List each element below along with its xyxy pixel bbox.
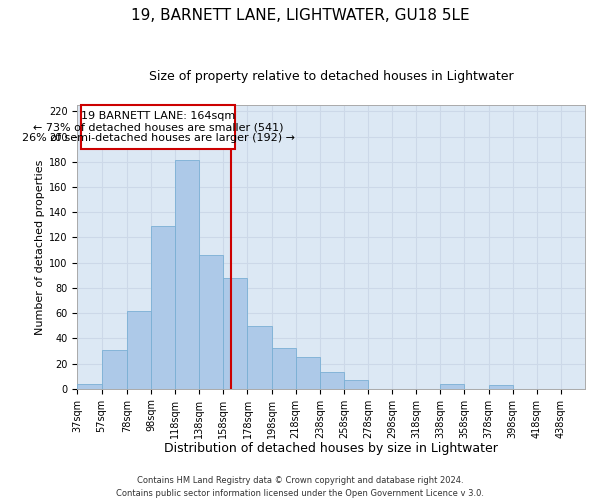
Bar: [272, 348, 296, 389]
FancyBboxPatch shape: [81, 105, 235, 149]
Text: ← 73% of detached houses are smaller (541): ← 73% of detached houses are smaller (54…: [33, 122, 284, 132]
Y-axis label: Number of detached properties: Number of detached properties: [35, 159, 45, 334]
Text: 26% of semi-detached houses are larger (192) →: 26% of semi-detached houses are larger (…: [22, 133, 295, 143]
Bar: [296, 357, 320, 388]
Bar: [151, 226, 175, 388]
Text: 19, BARNETT LANE, LIGHTWATER, GU18 5LE: 19, BARNETT LANE, LIGHTWATER, GU18 5LE: [131, 8, 469, 22]
Bar: [175, 160, 199, 388]
Bar: [199, 255, 223, 388]
X-axis label: Distribution of detached houses by size in Lightwater: Distribution of detached houses by size …: [164, 442, 498, 455]
Bar: [440, 384, 464, 388]
Bar: [344, 380, 368, 388]
Text: Contains HM Land Registry data © Crown copyright and database right 2024.
Contai: Contains HM Land Registry data © Crown c…: [116, 476, 484, 498]
Bar: [101, 350, 127, 389]
Bar: [77, 384, 101, 388]
Bar: [488, 385, 512, 388]
Bar: [127, 310, 151, 388]
Bar: [223, 278, 247, 388]
Bar: [320, 372, 344, 388]
Bar: [247, 326, 272, 388]
Title: Size of property relative to detached houses in Lightwater: Size of property relative to detached ho…: [149, 70, 514, 83]
Text: 19 BARNETT LANE: 164sqm: 19 BARNETT LANE: 164sqm: [81, 111, 235, 121]
